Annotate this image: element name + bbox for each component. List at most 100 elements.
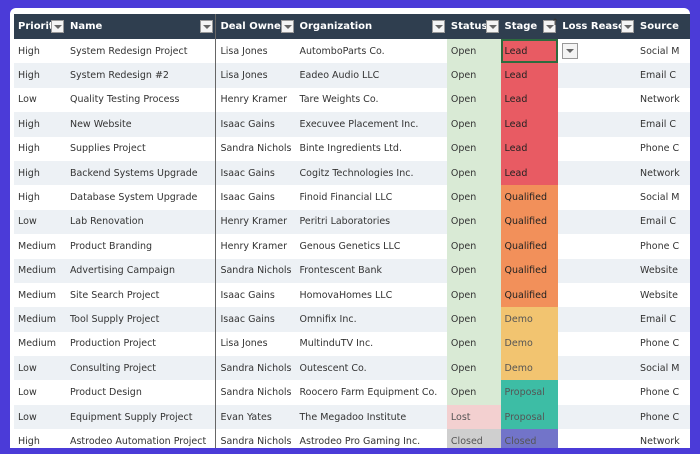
cell-source[interactable]: Social M xyxy=(636,185,689,209)
cell-stage[interactable]: Demo xyxy=(500,331,559,357)
cell-name[interactable]: Supplies Project xyxy=(65,136,217,161)
cell-loss-reason[interactable] xyxy=(558,137,636,161)
cell-deal-owner[interactable]: Sandra Nichols xyxy=(216,137,296,161)
cell-deal-owner[interactable]: Lisa Jones xyxy=(216,39,296,63)
cell-organization[interactable]: Eadeo Audio LLC xyxy=(295,63,447,88)
cell-stage[interactable]: Demo xyxy=(500,307,559,332)
cell-source[interactable]: Email C xyxy=(636,307,690,332)
cell-stage[interactable]: Lead xyxy=(500,160,559,186)
filter-dropdown-icon[interactable] xyxy=(200,20,214,33)
cell-organization[interactable]: AutomboParts Co. xyxy=(296,39,447,63)
cell-organization[interactable]: Cogitz Technologies Inc. xyxy=(295,160,447,186)
filter-dropdown-icon[interactable] xyxy=(280,20,294,33)
cell-loss-reason[interactable] xyxy=(558,380,636,404)
cell-source[interactable]: Phone C xyxy=(636,404,690,430)
cell-stage[interactable]: Qualified xyxy=(500,209,559,235)
cell-priority[interactable]: Low xyxy=(14,209,66,235)
cell-stage[interactable]: Lead xyxy=(500,63,559,88)
cell-status[interactable]: Open xyxy=(446,356,501,381)
cell-stage[interactable]: Demo xyxy=(500,356,559,381)
cell-name[interactable]: Quality Testing Process xyxy=(65,87,217,113)
filter-dropdown-icon[interactable] xyxy=(621,20,635,33)
cell-priority[interactable]: Medium xyxy=(14,283,66,307)
cell-source[interactable]: Email C xyxy=(636,112,690,137)
cell-status[interactable]: Open xyxy=(446,112,501,137)
cell-name[interactable]: Product Branding xyxy=(65,234,217,259)
cell-deal-owner[interactable]: Sandra Nichols xyxy=(216,380,296,404)
cell-status[interactable]: Open xyxy=(446,209,501,235)
cell-deal-owner[interactable]: Henry Kramer xyxy=(216,88,296,112)
cell-status[interactable]: Closed xyxy=(446,429,501,448)
cell-source[interactable]: Website xyxy=(636,258,690,283)
cell-source[interactable]: Phone C xyxy=(636,332,689,356)
cell-loss-reason[interactable] xyxy=(558,63,637,88)
cell-loss-reason[interactable] xyxy=(558,160,637,186)
cell-name[interactable]: System Redesign Project xyxy=(65,39,217,64)
cell-status[interactable]: Open xyxy=(446,307,501,332)
cell-status[interactable]: Lost xyxy=(446,404,501,430)
cell-name[interactable]: Advertising Campaign xyxy=(65,258,217,283)
cell-source[interactable]: Network xyxy=(636,429,689,448)
cell-loss-reason[interactable] xyxy=(558,404,637,430)
cell-stage[interactable]: Closed xyxy=(500,429,559,448)
filter-dropdown-icon[interactable] xyxy=(50,20,64,33)
cell-organization[interactable]: Binte Ingredients Ltd. xyxy=(296,137,447,161)
cell-loss-reason[interactable] xyxy=(558,209,637,235)
cell-deal-owner[interactable]: Henry Kramer xyxy=(215,209,296,235)
cell-priority[interactable]: Low xyxy=(14,88,66,112)
cell-name[interactable]: System Redesign #2 xyxy=(65,63,217,88)
cell-organization[interactable]: MultinduTV Inc. xyxy=(296,332,447,356)
cell-deal-owner[interactable]: Lisa Jones xyxy=(215,63,296,88)
cell-name[interactable]: Lab Renovation xyxy=(65,209,217,235)
cell-status[interactable]: Open xyxy=(446,380,501,405)
filter-dropdown-icon[interactable] xyxy=(485,20,499,33)
cell-stage[interactable]: Proposal xyxy=(500,380,559,405)
cell-name[interactable]: Database System Upgrade xyxy=(65,185,217,210)
cell-organization[interactable]: Frontescent Bank xyxy=(295,258,447,283)
cell-deal-owner[interactable]: Lisa Jones xyxy=(216,332,296,356)
cell-stage[interactable]: Lead xyxy=(500,112,559,137)
cell-loss-reason[interactable] xyxy=(558,234,636,258)
cell-stage[interactable]: Proposal xyxy=(500,404,559,430)
cell-source[interactable]: Phone C xyxy=(636,380,689,404)
cell-organization[interactable]: Outescent Co. xyxy=(295,356,447,381)
cell-priority[interactable]: High xyxy=(14,185,66,209)
cell-source[interactable]: Email C xyxy=(636,63,690,88)
cell-loss-reason[interactable] xyxy=(558,356,637,381)
cell-status[interactable]: Open xyxy=(446,258,501,283)
cell-organization[interactable]: The Megadoo Institute xyxy=(295,404,447,430)
cell-priority[interactable]: Medium xyxy=(14,258,66,283)
cell-deal-owner[interactable]: Isaac Gains xyxy=(216,185,296,209)
cell-loss-reason[interactable] xyxy=(558,185,636,209)
cell-priority[interactable]: High xyxy=(14,63,66,88)
cell-status[interactable]: Open xyxy=(446,39,501,64)
cell-organization[interactable]: HomovaHomes LLC xyxy=(296,283,447,307)
cell-organization[interactable]: Tare Weights Co. xyxy=(296,88,447,112)
cell-loss-reason[interactable] xyxy=(558,332,636,356)
cell-status[interactable]: Open xyxy=(446,185,501,210)
cell-dropdown-icon[interactable] xyxy=(562,43,579,60)
cell-loss-reason[interactable] xyxy=(558,283,636,307)
cell-name[interactable]: Equipment Supply Project xyxy=(65,404,217,430)
cell-priority[interactable]: Low xyxy=(14,404,66,430)
cell-priority[interactable]: Medium xyxy=(14,332,66,356)
cell-priority[interactable]: Low xyxy=(14,356,66,381)
cell-name[interactable]: Tool Supply Project xyxy=(65,307,217,332)
cell-priority[interactable]: High xyxy=(14,137,66,161)
cell-status[interactable]: Open xyxy=(446,63,501,88)
cell-priority[interactable]: High xyxy=(14,160,66,186)
cell-name[interactable]: Astrodeo Automation Project xyxy=(65,429,217,448)
cell-stage[interactable]: Qualified xyxy=(500,185,559,210)
cell-status[interactable]: Open xyxy=(446,331,501,357)
cell-deal-owner[interactable]: Sandra Nichols xyxy=(215,356,296,381)
cell-loss-reason[interactable] xyxy=(558,39,636,63)
cell-deal-owner[interactable]: Isaac Gains xyxy=(215,112,296,137)
cell-status[interactable]: Open xyxy=(446,234,501,259)
cell-priority[interactable]: Low xyxy=(14,380,66,404)
cell-stage[interactable]: Qualified xyxy=(500,282,559,308)
cell-organization[interactable]: Execuvee Placement Inc. xyxy=(295,112,447,137)
cell-stage[interactable]: Lead xyxy=(500,39,559,64)
cell-name[interactable]: Backend Systems Upgrade xyxy=(65,160,217,186)
cell-source[interactable]: Website xyxy=(636,283,689,307)
cell-stage[interactable]: Qualified xyxy=(500,258,559,283)
